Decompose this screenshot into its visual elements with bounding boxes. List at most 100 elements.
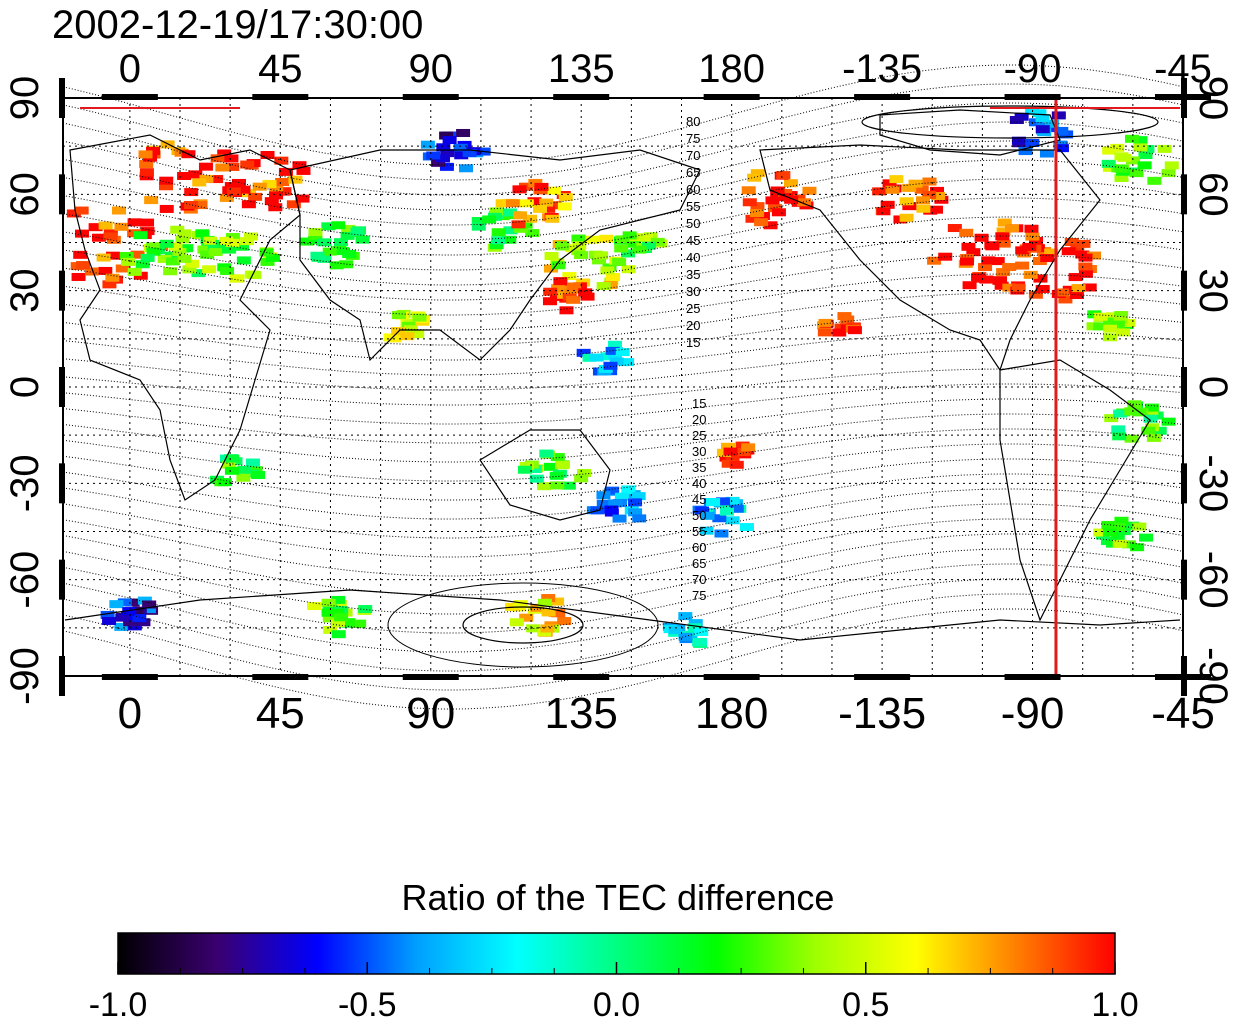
tec-pixel	[1132, 522, 1147, 531]
tec-pixel	[1143, 414, 1158, 423]
tec-pixel	[551, 609, 566, 618]
tec-pixel	[229, 274, 244, 283]
tec-pixel	[1051, 111, 1066, 120]
frame-tick-bar	[1181, 174, 1187, 215]
tec-pixel	[133, 231, 148, 240]
tec-pixel	[1114, 173, 1129, 182]
tec-pixel	[127, 267, 142, 276]
timestamp-title: 2002-12-19/17:30:00	[52, 3, 423, 47]
tec-pixel	[712, 514, 727, 523]
tec-pixel	[527, 197, 542, 206]
tec-pixel	[1110, 320, 1125, 329]
tec-pixel	[163, 267, 178, 276]
coastline-greenland	[879, 109, 1061, 156]
tec-pixel	[136, 618, 151, 627]
tec-pixel	[341, 618, 356, 627]
tec-pixel	[295, 194, 310, 203]
tec-pixel	[278, 167, 293, 176]
tec-pixel	[692, 638, 707, 647]
tec-pixel	[1111, 425, 1126, 434]
tec-pixel	[517, 465, 532, 474]
tec-pixel	[127, 622, 142, 631]
tec-pixel	[723, 447, 738, 456]
colorbar-tick-label: 1.0	[1091, 986, 1138, 1024]
tec-pixel	[121, 257, 136, 266]
frame-tick-bar	[1181, 270, 1187, 311]
tec-pixel	[554, 461, 569, 470]
tec-pixel	[549, 471, 564, 480]
frame-tick-bar	[1181, 656, 1187, 696]
tec-pixel	[996, 227, 1011, 236]
tec-pixel	[277, 187, 292, 196]
tec-pixel	[578, 288, 593, 297]
tec-pixel	[1121, 319, 1136, 328]
tec-pixel	[961, 242, 976, 251]
lon-tick-bottom: -90	[1001, 689, 1065, 738]
contour-label-south: 70	[692, 572, 706, 587]
tec-pixel	[742, 198, 757, 207]
tec-pixel	[102, 616, 117, 625]
tec-pixel	[76, 261, 91, 270]
tec-pixel	[502, 235, 517, 244]
tec-pixel	[1002, 283, 1017, 292]
contour-label-south: 35	[692, 460, 706, 475]
lon-tick-bottom: 135	[544, 689, 617, 738]
tec-pixel	[688, 619, 703, 628]
lon-tick-top: -135	[842, 47, 922, 91]
tec-pixel	[1093, 312, 1108, 321]
tec-pixel	[609, 357, 624, 366]
tec-pixel	[776, 171, 791, 180]
contour-label-north: 20	[686, 318, 700, 333]
tec-pixel	[340, 231, 355, 240]
magnetic-contour	[62, 140, 1184, 226]
tec-pixel	[687, 623, 702, 632]
tec-pixel	[529, 474, 544, 483]
tec-pixel	[207, 242, 222, 251]
tec-pixel	[471, 216, 486, 225]
tec-pixel	[1044, 119, 1059, 128]
tec-pixel	[224, 466, 239, 475]
tec-pixel	[140, 218, 155, 227]
tec-pixel	[750, 202, 765, 211]
tec-pixel	[73, 250, 88, 259]
tec-pixel	[1028, 118, 1043, 127]
tec-pixel	[736, 448, 751, 457]
tec-pixel	[268, 203, 283, 212]
tec-pixel	[125, 598, 140, 607]
tec-pixel	[880, 200, 895, 209]
tec-pixel	[615, 235, 630, 244]
tec-pixel	[202, 265, 217, 274]
tec-pixel	[177, 254, 192, 263]
tec-pixel	[996, 239, 1011, 248]
tec-pixel	[594, 251, 609, 260]
tec-pixel	[219, 193, 234, 202]
tec-pixel	[410, 330, 425, 339]
contour-label-north: 15	[686, 335, 700, 350]
tec-pixel	[796, 198, 811, 207]
tec-pixel	[307, 602, 322, 611]
tec-pixel	[908, 179, 923, 188]
tec-pixel	[188, 170, 203, 179]
magnetic-contour	[62, 383, 1184, 425]
frame-tick-bar	[59, 367, 65, 407]
tec-pixel	[1078, 262, 1093, 271]
tec-pixel	[1125, 521, 1140, 530]
tec-pixel	[307, 236, 322, 245]
magnetic-contour	[62, 593, 1184, 691]
tec-pixel	[1114, 311, 1129, 320]
frame-tick-bar	[101, 94, 158, 100]
tec-pixel	[966, 248, 981, 257]
tec-pixel	[899, 213, 914, 222]
tec-pixel	[241, 200, 256, 209]
magnetic-contour	[62, 216, 1184, 286]
tec-pixel	[550, 453, 565, 462]
tec-pixel	[695, 506, 710, 515]
tec-pixel	[550, 481, 565, 490]
tec-pixel	[522, 214, 537, 223]
tec-pixel	[1117, 153, 1132, 162]
contour-label-south: 50	[692, 508, 706, 523]
tec-pixel	[542, 297, 557, 306]
frame-tick-bar	[1181, 463, 1187, 504]
contour-label-north: 25	[686, 301, 700, 316]
magnetic-contour	[62, 102, 1184, 196]
